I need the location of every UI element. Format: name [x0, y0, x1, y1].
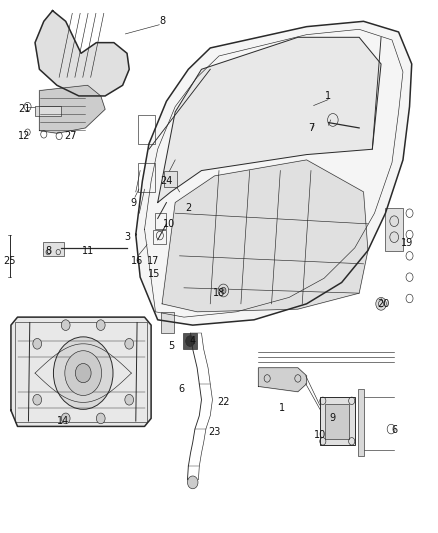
- Polygon shape: [158, 37, 381, 203]
- Text: 11: 11: [81, 246, 94, 255]
- Text: 9: 9: [131, 198, 137, 207]
- Text: 17: 17: [147, 256, 159, 266]
- Polygon shape: [162, 160, 368, 312]
- Bar: [138, 163, 155, 192]
- Bar: [325, 404, 349, 439]
- Circle shape: [61, 320, 70, 330]
- Text: 9: 9: [330, 414, 336, 423]
- Bar: [153, 230, 166, 244]
- Text: 10: 10: [162, 219, 175, 229]
- Circle shape: [376, 297, 386, 310]
- Text: 20: 20: [377, 299, 389, 309]
- Text: 19: 19: [401, 238, 413, 247]
- Circle shape: [218, 284, 229, 297]
- Text: 6: 6: [391, 425, 397, 435]
- Text: 6: 6: [179, 384, 185, 394]
- Text: 10: 10: [314, 431, 326, 440]
- Bar: [320, 397, 355, 445]
- Text: 21: 21: [18, 104, 30, 114]
- Circle shape: [33, 394, 42, 405]
- Text: 2: 2: [185, 203, 191, 213]
- Circle shape: [96, 413, 105, 424]
- Polygon shape: [136, 21, 412, 325]
- Circle shape: [125, 394, 134, 405]
- Text: 12: 12: [18, 131, 30, 141]
- Circle shape: [53, 337, 113, 409]
- Circle shape: [125, 338, 134, 349]
- Circle shape: [33, 338, 42, 349]
- Circle shape: [390, 216, 399, 227]
- Text: 8: 8: [159, 17, 165, 26]
- Text: 3: 3: [124, 232, 130, 242]
- Text: 25: 25: [4, 256, 16, 266]
- Text: 8: 8: [45, 246, 51, 255]
- Text: 4: 4: [190, 336, 196, 346]
- Text: 16: 16: [131, 256, 143, 266]
- Circle shape: [221, 287, 226, 294]
- Polygon shape: [39, 85, 105, 133]
- Bar: [164, 171, 177, 187]
- Bar: [358, 389, 364, 456]
- Text: 27: 27: [64, 131, 76, 141]
- Text: 15: 15: [148, 270, 160, 279]
- Circle shape: [96, 320, 105, 330]
- Polygon shape: [258, 368, 307, 392]
- Text: 23: 23: [208, 427, 221, 437]
- Circle shape: [75, 364, 91, 383]
- Bar: [138, 115, 155, 144]
- Circle shape: [187, 476, 198, 489]
- Text: 1: 1: [279, 403, 286, 413]
- Circle shape: [390, 232, 399, 243]
- Polygon shape: [35, 11, 129, 96]
- Text: 1: 1: [325, 91, 332, 101]
- Bar: [43, 242, 64, 256]
- Text: 24: 24: [160, 176, 173, 186]
- Circle shape: [61, 413, 70, 424]
- Circle shape: [186, 336, 194, 346]
- Text: 5: 5: [168, 342, 174, 351]
- Bar: [15, 322, 147, 422]
- Text: 18: 18: [213, 288, 225, 298]
- Text: 22: 22: [217, 398, 230, 407]
- Bar: [385, 208, 403, 251]
- Bar: [155, 213, 166, 229]
- Bar: [161, 312, 174, 333]
- Text: 7: 7: [308, 123, 314, 133]
- Text: 14: 14: [57, 416, 70, 426]
- Bar: [183, 333, 197, 349]
- Bar: [35, 106, 61, 116]
- Circle shape: [65, 351, 102, 395]
- Polygon shape: [11, 317, 151, 426]
